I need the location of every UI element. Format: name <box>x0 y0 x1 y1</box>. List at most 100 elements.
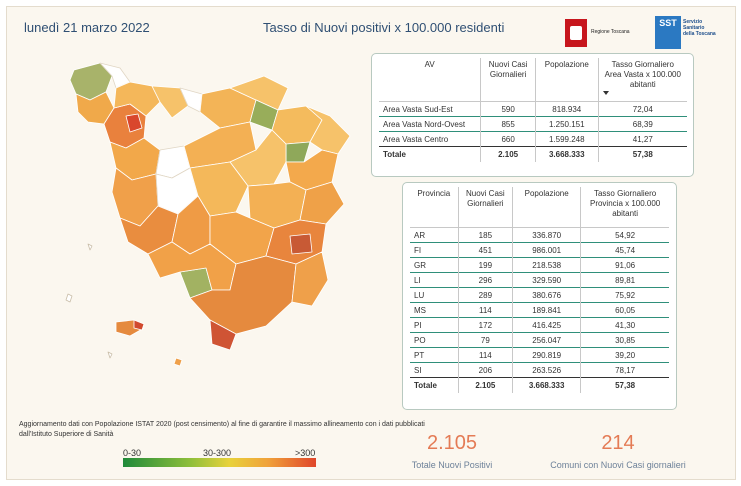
table-cell: 114 <box>457 347 513 363</box>
regione-logo-text: Regione Toscana <box>591 29 630 35</box>
table-cell: 54,92 <box>580 227 669 243</box>
col-popolazione[interactable]: Popolazione <box>512 187 581 228</box>
table-row[interactable]: Area Vasta Centro 660 1.599.248 41,27 <box>379 131 687 147</box>
table-cell: 855 <box>480 116 536 132</box>
table-total-row: Totale 2.105 3.668.333 57,38 <box>410 377 669 393</box>
legend-mid-label: 30-300 <box>203 448 232 458</box>
table-row[interactable]: PO 79 256.047 30,85 <box>410 332 669 348</box>
table-cell: 289 <box>457 287 513 303</box>
table-cell: 380.676 <box>512 287 581 303</box>
table-cell: Area Vasta Sud-Est <box>379 101 481 117</box>
map-region-pt <box>151 85 189 119</box>
map-region-giglio <box>173 357 183 367</box>
total-cell: Totale <box>410 377 459 393</box>
table-cell: PO <box>410 332 459 348</box>
legend-color-scale <box>123 458 316 467</box>
table-row[interactable]: GR 199 218.538 91,06 <box>410 257 669 273</box>
table-cell: PI <box>410 317 459 333</box>
table-cell: 199 <box>457 257 513 273</box>
area-vasta-table: AV Nuovi Casi Giornalieri Popolazione Ta… <box>379 58 687 162</box>
table-cell: PT <box>410 347 459 363</box>
table-cell: 60,05 <box>580 302 669 318</box>
table-cell: MS <box>410 302 459 318</box>
legend-low-label: 0-30 <box>123 448 142 458</box>
table-row[interactable]: PT 114 290.819 39,20 <box>410 347 669 363</box>
area-vasta-panel: AV Nuovi Casi Giornalieri Popolazione Ta… <box>371 53 694 177</box>
table-cell: Area Vasta Centro <box>379 131 481 147</box>
table-cell: AR <box>410 227 459 243</box>
page-title: Tasso di Nuovi positivi x 100.000 reside… <box>263 20 505 35</box>
sst-badge: SST <box>655 16 681 49</box>
table-cell: LI <box>410 272 459 288</box>
map-region-gorgona <box>87 243 93 251</box>
table-row[interactable]: LU 289 380.676 75,92 <box>410 287 669 303</box>
map-region-mugello <box>229 75 289 111</box>
col-nuovi-casi[interactable]: Nuovi Casi Giornalieri <box>480 58 536 102</box>
table-row[interactable]: PI 172 416.425 41,30 <box>410 317 669 333</box>
kpi-total-value: 2.105 <box>426 432 478 454</box>
legend-high-label: >300 <box>295 448 316 458</box>
table-row[interactable]: Area Vasta Nord-Ovest 855 1.250.151 68,39 <box>379 116 687 132</box>
map-region-lu-hot <box>125 113 143 133</box>
map-region-gr-east <box>291 251 329 307</box>
table-cell: 45,74 <box>580 242 669 258</box>
table-row[interactable]: Area Vasta Sud-Est 590 818.934 72,04 <box>379 101 687 117</box>
table-row[interactable]: LI 296 329.590 89,81 <box>410 272 669 288</box>
col-tasso[interactable]: Tasso Giornaliero Provincia x 100.000 ab… <box>580 187 669 228</box>
table-cell: 114 <box>457 302 513 318</box>
table-cell: 185 <box>457 227 513 243</box>
table-cell: 75,92 <box>580 287 669 303</box>
map-region-gr-coast-red <box>209 319 237 351</box>
col-nuovi-casi[interactable]: Nuovi Casi Giornalieri <box>457 187 513 228</box>
table-cell: 30,85 <box>580 332 669 348</box>
table-row[interactable]: FI 451 986.001 45,74 <box>410 242 669 258</box>
table-cell: 416.425 <box>512 317 581 333</box>
col-tasso[interactable]: Tasso Giornaliero Area Vasta x 100.000 a… <box>597 58 687 102</box>
table-row[interactable]: MS 114 189.841 60,05 <box>410 302 669 318</box>
table-cell: 68,39 <box>597 116 687 132</box>
table-cell: 329.590 <box>512 272 581 288</box>
map-region-ar-green <box>285 141 311 163</box>
kpi-total-label: Totale Nuovi Positivi <box>411 460 493 470</box>
table-cell: GR <box>410 257 459 273</box>
table-row[interactable]: AR 185 336.870 54,92 <box>410 227 669 243</box>
table-cell: 89,81 <box>580 272 669 288</box>
table-cell: 189.841 <box>512 302 581 318</box>
provincia-table: Provincia Nuovi Casi Giornalieri Popolaz… <box>410 187 669 393</box>
col-av[interactable]: AV <box>379 58 481 102</box>
col-tasso-label: Tasso Giornaliero Area Vasta x 100.000 a… <box>604 60 681 89</box>
regione-toscana-logo: Regione Toscana <box>565 19 637 47</box>
table-cell: 256.047 <box>512 332 581 348</box>
total-cell: 3.668.333 <box>512 377 581 393</box>
table-cell: FI <box>410 242 459 258</box>
table-cell: SI <box>410 362 459 378</box>
table-cell: 172 <box>457 317 513 333</box>
report-date: lunedì 21 marzo 2022 <box>24 20 150 35</box>
sst-logo-text: Servizio Sanitario della Toscana <box>683 19 716 37</box>
table-cell: 79 <box>457 332 513 348</box>
map-region-amiata-hot <box>289 233 313 255</box>
sort-desc-icon <box>602 91 609 95</box>
col-popolazione[interactable]: Popolazione <box>534 58 599 102</box>
map-region-giannutri <box>107 351 113 359</box>
table-row[interactable]: SI 206 263.526 78,17 <box>410 362 669 378</box>
map-region-garfagnana <box>113 81 161 117</box>
table-cell: 336.870 <box>512 227 581 243</box>
total-cell: 2.105 <box>457 377 513 393</box>
table-cell: 206 <box>457 362 513 378</box>
map-region-ar-south <box>299 181 345 225</box>
table-cell: 39,20 <box>580 347 669 363</box>
kpi-comuni-label: Comuni con Nuovi Casi giornalieri <box>550 460 686 470</box>
total-cell: Totale <box>379 146 481 162</box>
table-cell: 41,30 <box>580 317 669 333</box>
total-cell: 2.105 <box>480 146 536 162</box>
table-cell: 91,06 <box>580 257 669 273</box>
table-cell: 451 <box>457 242 513 258</box>
table-cell: Area Vasta Nord-Ovest <box>379 116 481 132</box>
kpi-comuni-value: 214 <box>601 432 635 454</box>
tuscany-choropleth-map <box>65 62 351 367</box>
table-cell: 218.538 <box>512 257 581 273</box>
table-cell: 78,17 <box>580 362 669 378</box>
col-provincia[interactable]: Provincia <box>410 187 459 228</box>
table-cell: 41,27 <box>597 131 687 147</box>
